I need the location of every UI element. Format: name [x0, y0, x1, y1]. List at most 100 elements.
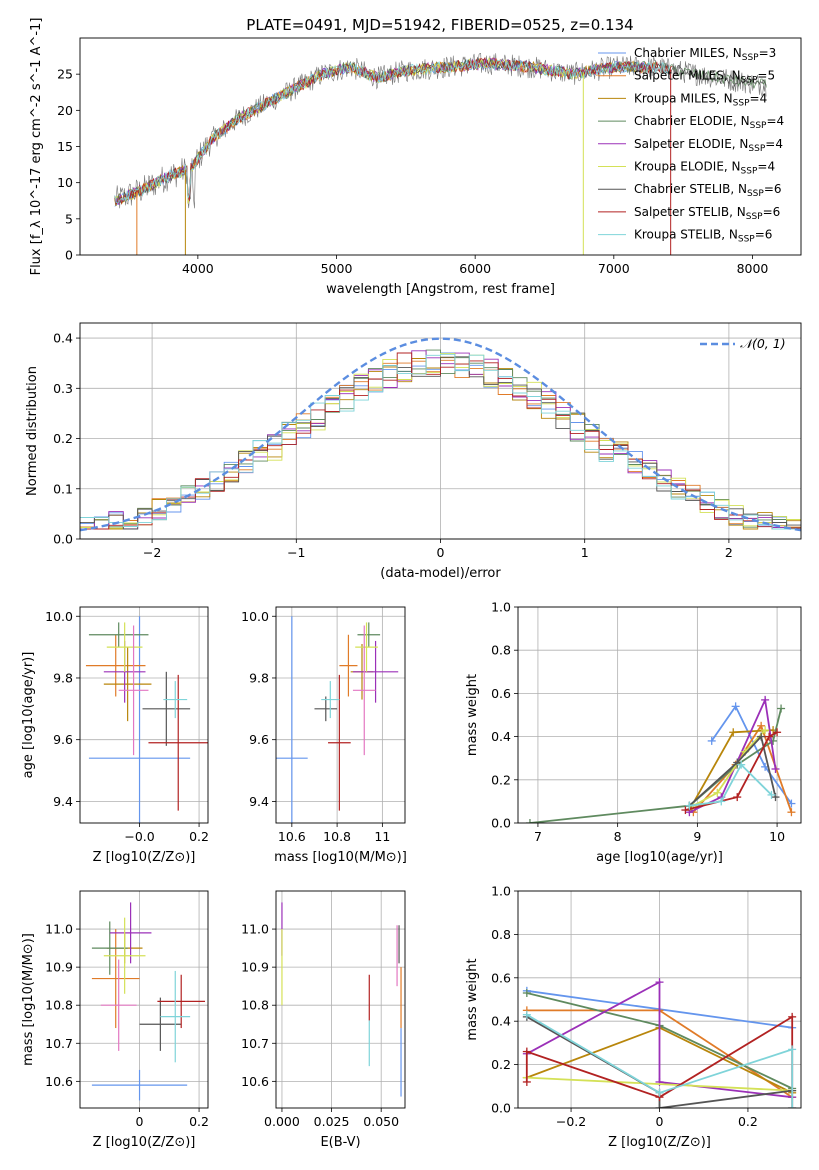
x-tick-label: 0.2 — [189, 1114, 209, 1129]
y-tick-label: 0.2 — [53, 431, 73, 446]
x-tick-label: 9 — [693, 829, 701, 844]
legend-label: Kroupa ELODIE, NSSP​=4 — [634, 160, 775, 177]
spectrum-model-9 — [114, 58, 670, 204]
y-tick-label: 11.0 — [241, 922, 269, 937]
y-axis-label: Flux [f_λ 10^-17 erg cm^-2 s^-1 A^-1] — [29, 18, 44, 276]
x-axis-label: Z [log10(Z/Z⊙)] — [93, 1135, 196, 1150]
axes-frame — [79, 890, 209, 1109]
y-tick-label: 0.6 — [491, 686, 511, 701]
y-tick-label: 0.8 — [491, 927, 511, 942]
axes-frame — [79, 37, 802, 256]
x-tick-label: 2 — [725, 545, 733, 560]
x-tick-label: 0.000 — [264, 1114, 300, 1129]
y-tick-label: 1.0 — [491, 884, 511, 899]
weight-line-1 — [710, 704, 793, 805]
x-tick-label: 0.2 — [189, 829, 209, 844]
axes-mass_vs_Z: 0 0.2 10.6 10.7 10.8 10.9 11.0 Z [log10(Z/Z⊙)] m… — [21, 890, 209, 1150]
x-tick-label: −0.2 — [556, 1114, 586, 1129]
y-axis-label: age [log10(age/yr)] — [21, 652, 36, 779]
legend-label: Salpeter ELODIE, NSSP​=4 — [634, 137, 783, 154]
weight-line-5 — [526, 980, 793, 1099]
figure-title: PLATE=0491, MJD=51942, FIBERID=0525, z=0… — [246, 16, 633, 34]
y-tick-label: 25 — [57, 67, 73, 82]
x-tick-label: 7000 — [598, 261, 630, 276]
y-tick-label: 9.4 — [53, 794, 73, 809]
y-tick-label: 10.8 — [241, 998, 269, 1013]
x-tick-label: 7 — [534, 829, 542, 844]
y-tick-label: 0.0 — [491, 1101, 511, 1116]
y-axis-label: mass [log10(M/M⊙)] — [21, 933, 36, 1066]
axes-frame — [517, 890, 802, 1109]
x-tick-label: 10.8 — [323, 829, 351, 844]
axes-age_vs_mass: 10.6 10.8 11 9.4 9.6 9.8 10.0 mass [log10(M/M⊙)… — [241, 606, 407, 865]
y-tick-label: 5 — [65, 211, 73, 226]
y-tick-label: 0.4 — [491, 1014, 511, 1029]
x-tick-label: −2 — [143, 545, 161, 560]
plot-area-age_vs_Z — [85, 616, 208, 823]
y-tick-label: 9.6 — [53, 732, 73, 747]
x-tick-label: 0.2 — [738, 1114, 758, 1129]
axes-residuals: −2 −1 0 1 2 0.0 0.1 0.2 0.3 0.4 (data-model)/error… — [25, 322, 802, 581]
y-tick-label: 11.0 — [45, 922, 73, 937]
y-tick-label: 9.6 — [249, 732, 269, 747]
weight-line-9 — [526, 1013, 794, 1108]
x-tick-label: −1 — [287, 545, 305, 560]
spectrum-model-3 — [114, 58, 656, 206]
y-tick-label: 10.6 — [241, 1074, 269, 1089]
legend-label: Salpeter STELIB, NSSP​=6 — [634, 205, 780, 222]
plot-area-mass_vs_Z — [91, 902, 206, 1101]
x-tick-label: 10.6 — [278, 829, 306, 844]
x-axis-label: age [log10(age/yr)] — [596, 850, 723, 865]
axes-frame — [79, 322, 802, 540]
y-axis-label: mass weight — [465, 674, 480, 756]
legend-label: 𝒩(0, 1) — [740, 336, 786, 351]
x-tick-label: 11 — [374, 829, 390, 844]
weight-line-6 — [692, 729, 766, 807]
y-tick-label: 15 — [57, 139, 73, 154]
legend-label: Chabrier MILES, NSSP​=3 — [634, 46, 776, 63]
y-tick-label: 0.2 — [491, 1057, 511, 1072]
x-tick-label: 0.025 — [314, 1114, 350, 1129]
axes-mass_vs_ebv: 0.000 0.025 0.050 10.6 10.7 10.8 10.9 11.0 E(B-V… — [241, 890, 406, 1150]
x-tick-label: 4000 — [182, 261, 214, 276]
axes-frame — [275, 606, 406, 824]
x-axis-label: E(B-V) — [320, 1135, 360, 1150]
y-tick-label: 0.0 — [53, 532, 73, 547]
x-tick-label: 0 — [437, 545, 445, 560]
axes-weight_vs_age: 7 8 9 10 0.0 0.2 0.4 0.6 0.8 1.0 age [log10(age/yr… — [465, 600, 802, 865]
normal-curve — [80, 337, 801, 532]
plot-area-weight_vs_age — [525, 695, 796, 823]
x-axis-label: Z [log10(Z/Z⊙)] — [608, 1135, 711, 1150]
y-tick-label: 10.0 — [45, 609, 73, 624]
weight-line-6 — [526, 1076, 793, 1092]
y-tick-label: 10.8 — [45, 998, 73, 1013]
y-tick-label: 10.9 — [45, 960, 73, 975]
plot-area-mass_vs_ebv — [281, 902, 402, 1097]
y-tick-label: 10.7 — [241, 1036, 269, 1051]
y-tick-label: 9.8 — [53, 670, 73, 685]
x-tick-label: 1 — [581, 545, 589, 560]
y-tick-label: 10.0 — [241, 609, 269, 624]
x-axis-label: mass [log10(M/M⊙)] — [274, 850, 407, 865]
residual-histogram-9 — [80, 353, 801, 530]
y-tick-label: 10 — [57, 175, 73, 190]
axes-age_vs_Z: −0.0 0.2 9.4 9.6 9.8 10.0 Z [log10(Z/Z⊙)] age [… — [21, 606, 209, 865]
y-tick-label: 1.0 — [491, 600, 511, 615]
axes-weight_vs_Z: −0.2 0 0.2 0.0 0.2 0.4 0.6 0.8 1.0 Z [log10(Z/Z⊙)… — [465, 884, 802, 1150]
axes-frame — [275, 890, 406, 1109]
y-tick-label: 0.8 — [491, 643, 511, 658]
spectrum-model-8 — [114, 57, 673, 205]
y-tick-label: 9.8 — [249, 670, 269, 685]
y-tick-label: 0 — [65, 248, 73, 263]
y-tick-label: 0.6 — [491, 970, 511, 985]
legend-label: Chabrier ELODIE, NSSP​=4 — [634, 114, 784, 131]
x-tick-label: 8000 — [737, 261, 769, 276]
x-tick-label: 5000 — [321, 261, 353, 276]
x-tick-label: 10 — [769, 829, 785, 844]
y-tick-label: 10.9 — [241, 960, 269, 975]
x-tick-label: 0 — [136, 1114, 144, 1129]
x-tick-label: 8 — [614, 829, 622, 844]
y-tick-label: 0.4 — [491, 729, 511, 744]
weight-line-7 — [688, 734, 777, 807]
legend-label: Chabrier STELIB, NSSP​=6 — [634, 182, 782, 199]
